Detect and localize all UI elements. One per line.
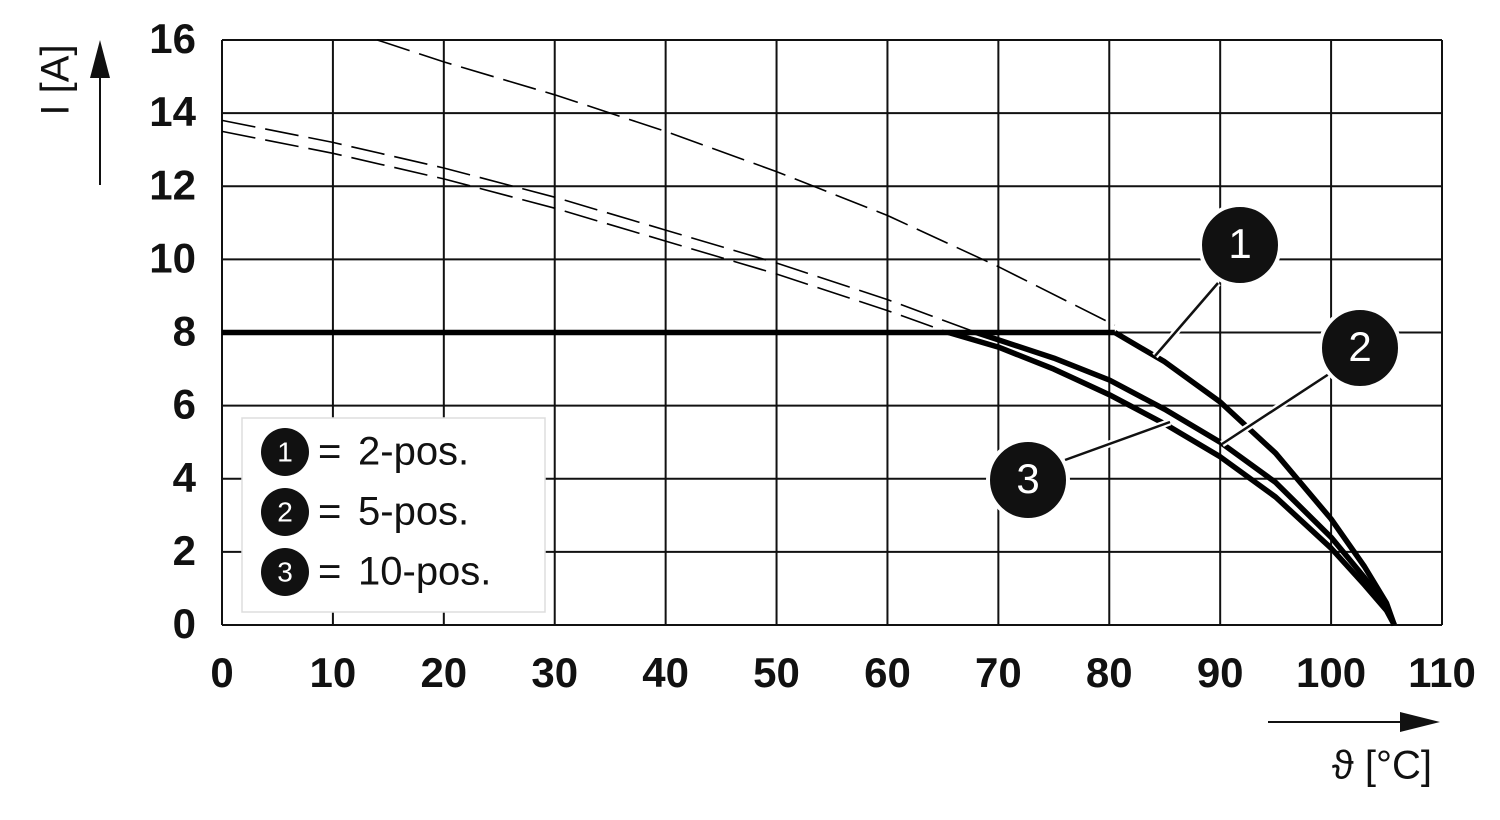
legend-badge-label: 3 bbox=[277, 556, 293, 587]
callout-leader bbox=[1221, 370, 1333, 446]
legend-badge bbox=[261, 428, 309, 476]
x-tick-label: 80 bbox=[1086, 649, 1133, 696]
x-tick-label: 110 bbox=[1408, 649, 1476, 696]
x-tick-label: 10 bbox=[310, 649, 357, 696]
legend-badge-label: 1 bbox=[277, 436, 293, 467]
y-tick-label: 8 bbox=[173, 308, 196, 355]
legend-badge-label: 2 bbox=[277, 496, 293, 527]
legend-badge bbox=[261, 488, 309, 536]
legend-separator: = bbox=[318, 550, 341, 594]
legend-label: 5-pos. bbox=[358, 490, 469, 534]
callout-badge bbox=[986, 438, 1070, 522]
y-tick-label: 4 bbox=[173, 454, 197, 501]
x-tick-label: 50 bbox=[753, 649, 800, 696]
y-tick-label: 16 bbox=[149, 15, 196, 62]
x-tick-label: 70 bbox=[975, 649, 1022, 696]
dashed-curve bbox=[377, 39, 1116, 326]
x-axis-label: ϑ [°C] bbox=[1332, 744, 1432, 788]
y-tick-label: 2 bbox=[173, 527, 196, 574]
y-tick-label: 0 bbox=[173, 600, 196, 647]
derating-curve bbox=[1113, 330, 1397, 626]
callout-leader bbox=[1154, 282, 1219, 357]
y-axis-label: I [A] bbox=[34, 44, 78, 115]
callout-label: 2 bbox=[1348, 323, 1371, 370]
x-tick-label: 90 bbox=[1197, 649, 1244, 696]
y-tick-label: 10 bbox=[149, 234, 196, 281]
callout-badge bbox=[1318, 306, 1402, 390]
x-arrow-head bbox=[1400, 712, 1440, 732]
x-tick-label: 100 bbox=[1296, 649, 1366, 696]
legend-label: 2-pos. bbox=[358, 430, 469, 474]
callout-label: 1 bbox=[1228, 220, 1251, 267]
x-tick-label: 30 bbox=[531, 649, 578, 696]
derating-curve bbox=[975, 329, 1397, 627]
callout-label: 3 bbox=[1016, 455, 1039, 502]
x-tick-label: 60 bbox=[864, 649, 911, 696]
derating-curve bbox=[947, 329, 1397, 627]
callout-badge bbox=[1198, 203, 1282, 287]
legend-label: 10-pos. bbox=[358, 550, 491, 594]
dashed-curve bbox=[221, 130, 949, 334]
x-tick-label: 40 bbox=[642, 649, 689, 696]
x-tick-label: 20 bbox=[420, 649, 467, 696]
dashed-curve bbox=[221, 119, 977, 334]
x-tick-label: 0 bbox=[210, 649, 233, 696]
y-tick-label: 6 bbox=[173, 381, 196, 428]
y-tick-label: 14 bbox=[149, 88, 196, 135]
legend-badge bbox=[261, 548, 309, 596]
y-arrow-head bbox=[90, 40, 110, 78]
callout-leader bbox=[1064, 420, 1171, 462]
legend-separator: = bbox=[318, 430, 341, 474]
y-tick-label: 12 bbox=[149, 161, 196, 208]
legend-separator: = bbox=[318, 490, 341, 534]
